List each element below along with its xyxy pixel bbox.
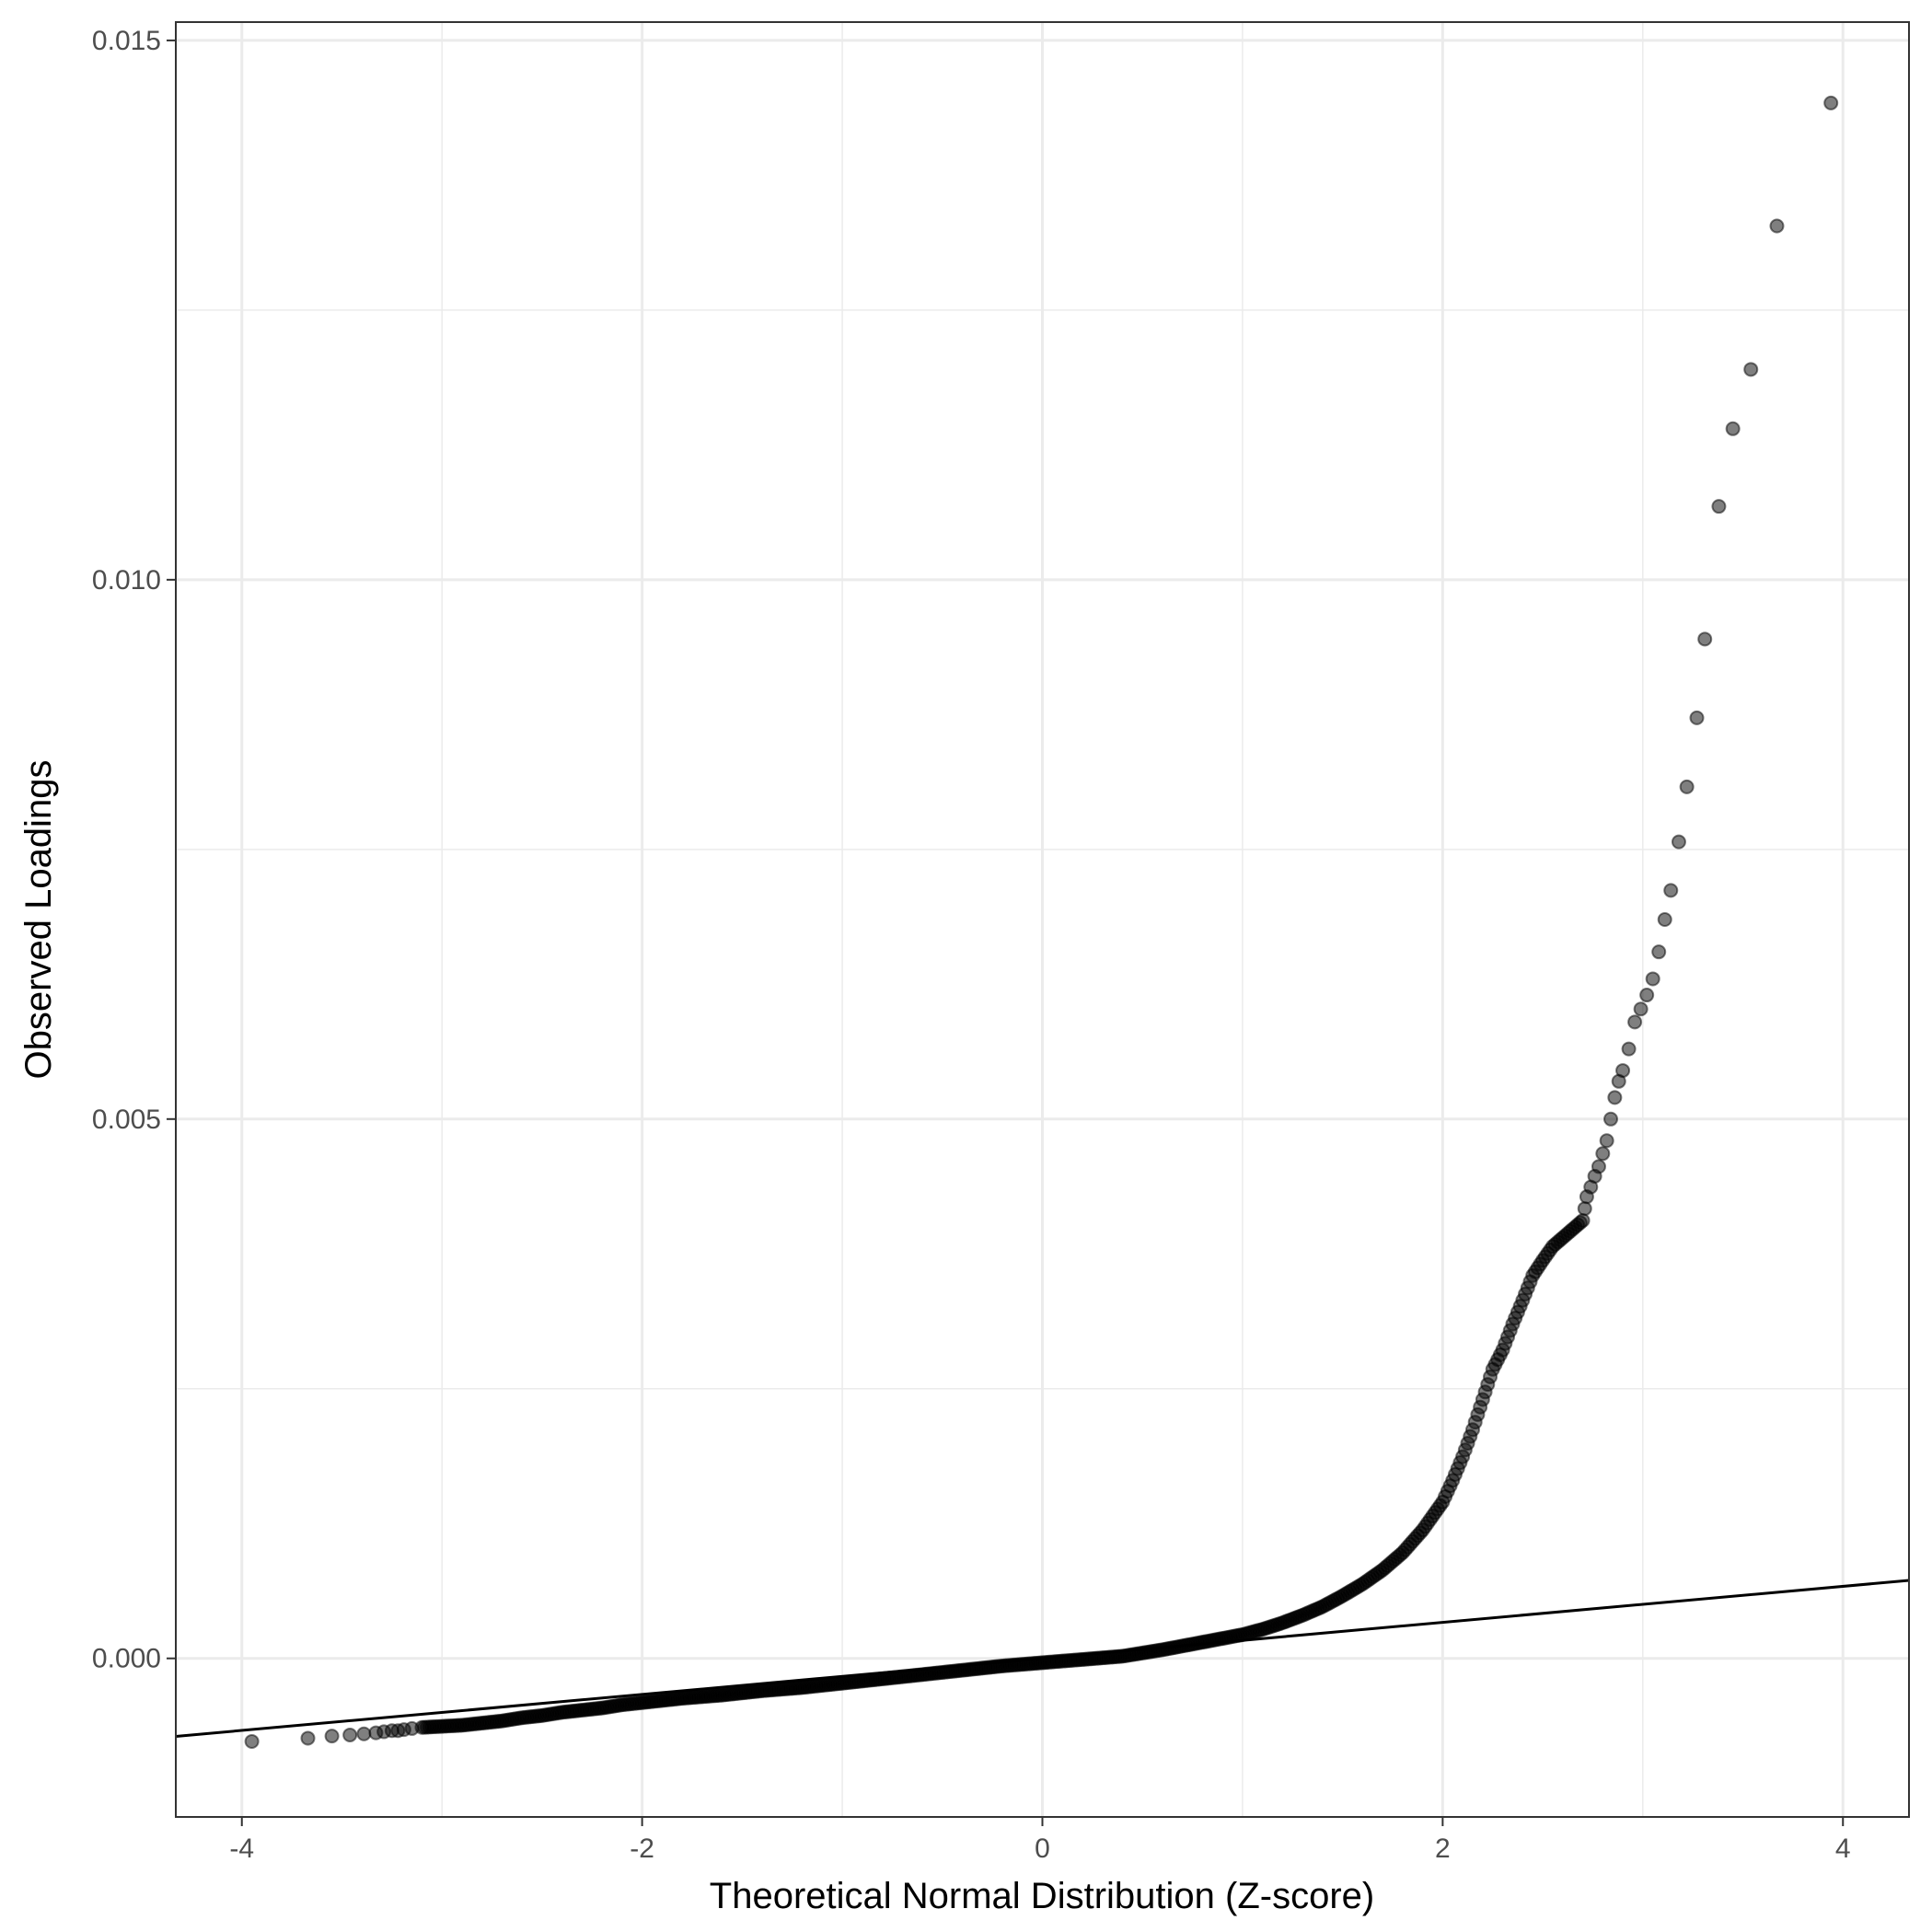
grid-major — [176, 22, 1909, 1817]
data-point — [1671, 834, 1686, 850]
data-point — [1769, 218, 1785, 234]
data-point — [300, 1730, 316, 1746]
data-point — [1591, 1159, 1606, 1174]
x-tick-label: -4 — [229, 1834, 254, 1864]
data-point — [1603, 1111, 1619, 1127]
data-point — [1645, 971, 1660, 987]
data-point — [1823, 95, 1839, 110]
x-tick-label: 0 — [1035, 1834, 1050, 1864]
x-tick-label: 2 — [1435, 1834, 1451, 1864]
x-tick-label: 4 — [1835, 1834, 1851, 1864]
data-point — [1633, 1001, 1649, 1017]
y-axis-ticks: 0.000 0.005 0.010 0.015 — [92, 26, 176, 1674]
data-point — [1679, 779, 1695, 794]
y-tick-label: 0.005 — [92, 1105, 161, 1135]
data-point — [1615, 1063, 1631, 1079]
data-point — [1689, 710, 1705, 725]
data-point — [1725, 421, 1741, 436]
data-point — [342, 1727, 358, 1742]
data-point — [356, 1726, 372, 1741]
data-point — [1743, 362, 1759, 377]
data-point — [1621, 1041, 1637, 1057]
data-point — [1627, 1014, 1643, 1030]
data-point — [1697, 631, 1713, 647]
data-point — [1651, 944, 1667, 960]
data-point — [1599, 1133, 1614, 1149]
data-point — [244, 1733, 260, 1749]
y-tick-label: 0.010 — [92, 565, 161, 596]
data-point — [1577, 1201, 1592, 1217]
x-tick-label: -2 — [630, 1834, 654, 1864]
x-axis-title: Theoretical Normal Distribution (Z-score… — [710, 1876, 1374, 1916]
data-point — [324, 1729, 340, 1744]
x-axis-ticks: -4 -2 0 2 4 — [229, 1817, 1851, 1864]
data-point — [1639, 988, 1655, 1003]
y-axis-title: Observed Loadings — [18, 760, 59, 1080]
data-point — [1595, 1146, 1611, 1162]
data-point — [1711, 499, 1727, 515]
data-point — [1657, 912, 1672, 927]
y-tick-label: 0.000 — [92, 1644, 161, 1674]
y-tick-label: 0.015 — [92, 26, 161, 56]
points-layer — [244, 95, 1839, 1749]
data-point — [1663, 883, 1679, 898]
data-point — [1607, 1090, 1623, 1105]
data-point — [1575, 1212, 1591, 1228]
